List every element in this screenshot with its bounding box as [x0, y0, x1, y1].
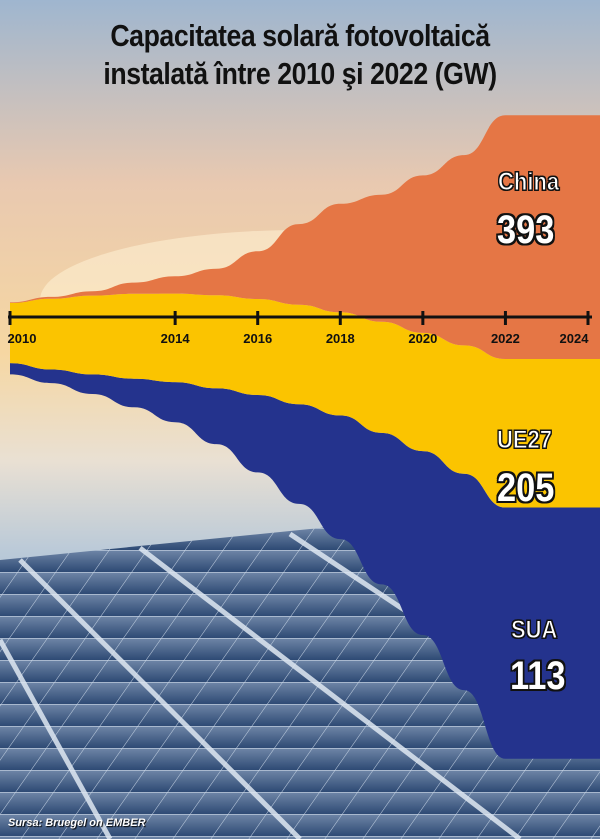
series-area-usa [10, 363, 600, 759]
x-tick-label-2010: 2010 [8, 331, 37, 346]
chart-title-line2: instalată între 2010 şi 2022 (GW) [103, 56, 497, 91]
x-tick-label-2016: 2016 [243, 331, 272, 346]
series-area-china [10, 115, 600, 359]
series-area-eu [10, 293, 600, 508]
series-label-china: China [498, 168, 560, 197]
x-tick-label-2018: 2018 [326, 331, 355, 346]
series-value-usa: 113 [510, 654, 566, 698]
series-value-eu: 205 [497, 466, 555, 510]
series-label-eu: UE27 [497, 426, 553, 455]
x-tick-label-2022: 2022 [491, 331, 520, 346]
x-tick-label-2014: 2014 [161, 331, 191, 346]
source-note: Sursa: Bruegel on EMBER [8, 817, 146, 829]
x-tick-label-2020: 2020 [408, 331, 437, 346]
series-label-usa: SUA [511, 616, 558, 645]
x-tick-label-2024: 2024 [560, 331, 590, 346]
series-value-china: 393 [497, 208, 555, 252]
chart-title-line1: Capacitatea solară fotovoltaică [110, 18, 490, 53]
